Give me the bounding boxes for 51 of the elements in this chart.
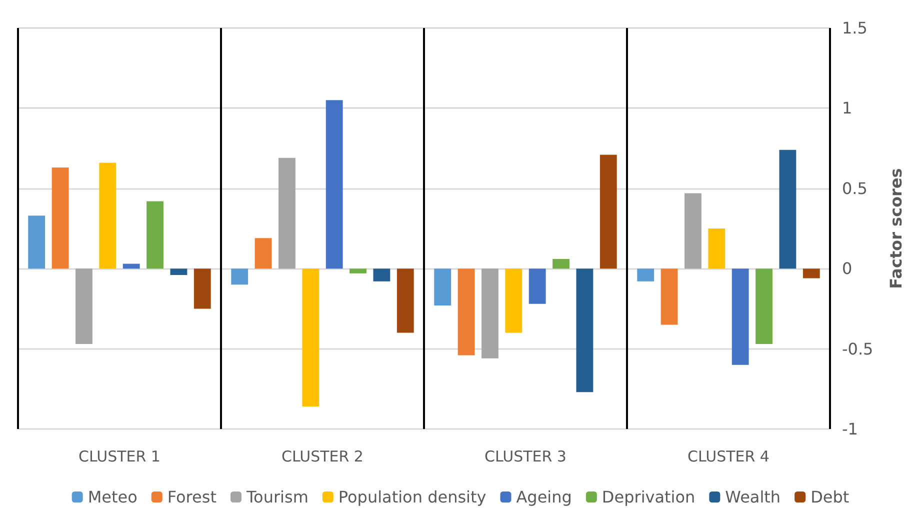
y-tick-label: -0.5	[842, 339, 874, 358]
legend-label: Meteo	[88, 488, 138, 506]
bar	[350, 268, 366, 274]
bar	[396, 268, 414, 333]
bar	[505, 268, 522, 333]
bar	[802, 268, 820, 278]
legend-label: Debt	[810, 488, 850, 506]
y-tick-label: 0.5	[842, 178, 868, 198]
bar	[458, 268, 475, 356]
bar	[708, 228, 726, 269]
bar	[278, 158, 296, 269]
bar	[326, 100, 343, 269]
y-axis-title: Factor scores	[886, 168, 906, 289]
bar	[732, 268, 749, 365]
bar	[756, 268, 772, 344]
bar	[146, 201, 164, 269]
bar	[231, 268, 248, 285]
bar	[302, 268, 320, 407]
legend-label: Deprivation	[602, 488, 696, 506]
x-tick-label: CLUSTER 4	[688, 448, 770, 466]
bar	[170, 268, 188, 276]
bar	[779, 150, 796, 269]
bar	[122, 264, 140, 269]
legend-label: Ageing	[516, 488, 572, 506]
bar	[660, 268, 678, 325]
bar	[637, 268, 654, 282]
bar	[576, 268, 594, 392]
legend-label: Population density	[338, 488, 486, 506]
bar	[434, 268, 452, 306]
y-tick-label: 1.5	[842, 18, 868, 38]
bar	[28, 216, 46, 269]
legend-label: Forest	[167, 488, 216, 506]
bar	[552, 258, 570, 269]
legend-label: Tourism	[245, 488, 308, 506]
bar	[99, 162, 116, 269]
bar	[482, 268, 498, 358]
bar	[600, 154, 617, 269]
bar	[52, 168, 69, 269]
y-tick-label: -1	[842, 420, 858, 438]
x-tick-label: CLUSTER 3	[484, 448, 566, 466]
bar	[194, 268, 211, 309]
x-tick-label: CLUSTER 2	[282, 448, 364, 466]
bar	[684, 193, 702, 269]
bar	[254, 238, 272, 269]
bar	[76, 268, 92, 344]
bar	[528, 268, 546, 304]
bar	[373, 268, 390, 282]
legend-label: Wealth	[725, 488, 781, 506]
x-tick-label: CLUSTER 1	[78, 448, 160, 466]
y-tick-label: 0	[842, 259, 852, 278]
y-tick-label: 1	[842, 98, 852, 118]
